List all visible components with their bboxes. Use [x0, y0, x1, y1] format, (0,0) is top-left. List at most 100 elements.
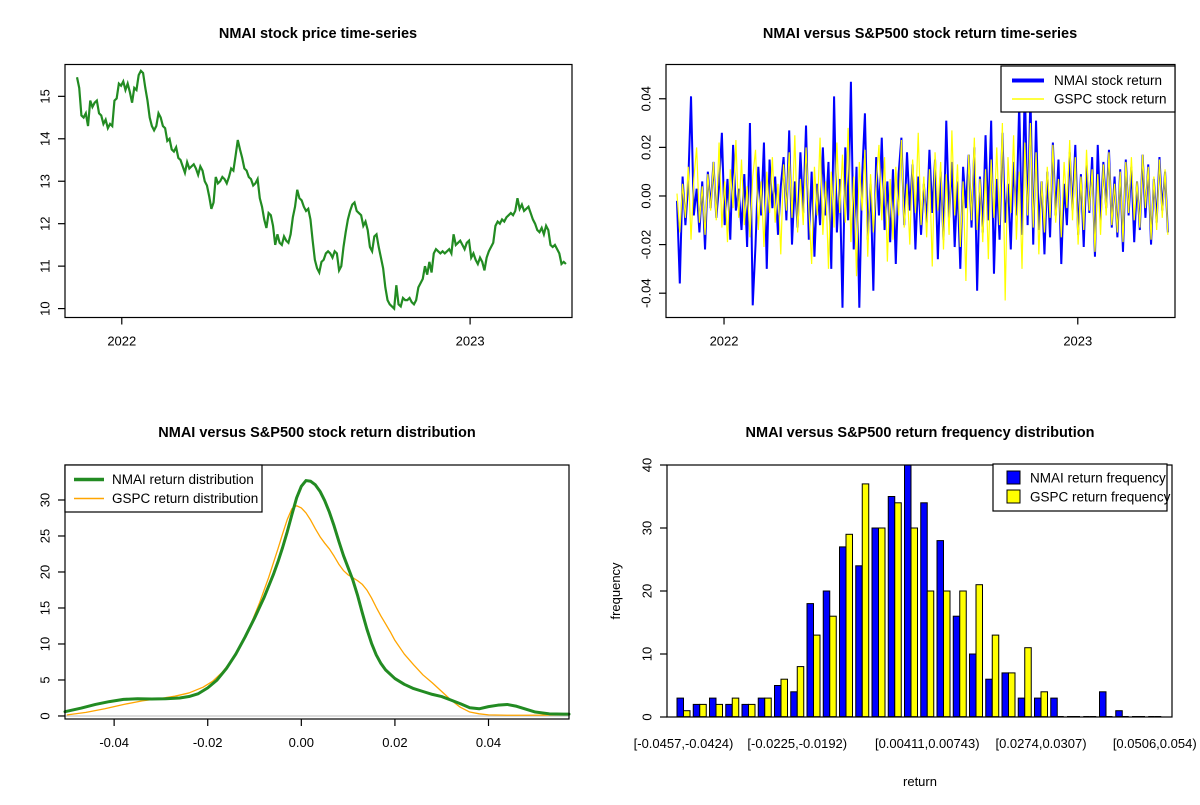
- legend-return-timeseries: NMAI stock return GSPC stock return: [1000, 65, 1176, 113]
- y-tick-label: 25: [38, 529, 53, 543]
- y-tick-label: 30: [38, 493, 53, 507]
- panel3-title: NMAI versus S&P500 stock return distribu…: [158, 425, 475, 441]
- bar-gspc-return-frequency: [813, 634, 821, 718]
- y-tick-label: -0.04: [639, 278, 654, 308]
- bar-nmai-return-frequency: [969, 653, 977, 718]
- bar-gspc-return-frequency: [1040, 691, 1048, 718]
- y-tick-label: 15: [38, 601, 53, 615]
- x-axis-label-return: return: [903, 774, 937, 789]
- bar-nmai-return-frequency: [936, 540, 944, 718]
- bar-nmai-return-frequency: [676, 697, 684, 718]
- x-tick-label: 0.04: [476, 735, 501, 750]
- legend-box: [1000, 65, 1176, 113]
- bar-gspc-return-frequency: [894, 502, 902, 718]
- legend-return-distribution: NMAI return distribution GSPC return dis…: [64, 464, 263, 513]
- bar-gspc-return-frequency: [910, 527, 918, 718]
- y-tick-label: 0.00: [639, 183, 654, 208]
- y-tick-label: 5: [38, 676, 53, 683]
- bar-nmai-return-frequency: [1034, 697, 1042, 718]
- bar-gspc-return-frequency: [861, 483, 870, 718]
- panel1-title: NMAI stock price time-series: [219, 26, 417, 42]
- legend-return-frequency: NMAI return frequency GSPC return freque…: [992, 463, 1171, 512]
- bar-nmai-return-frequency: [871, 527, 879, 718]
- y-axis-label-frequency: frequency: [608, 562, 623, 620]
- bar-gspc-return-frequency: [748, 703, 756, 718]
- bar-nmai-return-frequency: [757, 697, 766, 718]
- bar-nmai-return-frequency: [887, 496, 896, 718]
- series-gspc-return-distribution: [66, 505, 570, 716]
- y-tick-label: 0.02: [639, 135, 654, 160]
- x-tick-label: 0.02: [382, 735, 407, 750]
- bar-gspc-return-frequency: [829, 615, 837, 718]
- plot-box: [665, 63, 1176, 319]
- plot-box: [64, 464, 570, 720]
- y-tick-label: 11: [38, 259, 53, 273]
- bar-gspc-return-frequency: [1008, 672, 1016, 718]
- bar-gspc-return-frequency: [796, 666, 805, 718]
- y-tick-label: 0: [38, 712, 53, 719]
- bin-label: [0.0506,0.054): [1113, 736, 1197, 751]
- bar-nmai-return-frequency: [692, 703, 701, 718]
- bar-nmai-return-frequency: [1017, 697, 1026, 718]
- y-tick-label: 40: [640, 458, 655, 472]
- bar-nmai-return-frequency: [952, 615, 961, 718]
- x-tick-label: -0.04: [99, 735, 129, 750]
- legend-box-swatch-nmai-frequency: [1006, 470, 1021, 485]
- y-tick-label: 14: [38, 132, 53, 146]
- bar-nmai-return-frequency: [985, 678, 993, 718]
- bar-gspc-return-frequency: [878, 527, 886, 718]
- bar-gspc-return-frequency: [1024, 647, 1032, 718]
- panel4-title: NMAI versus S&P500 return frequency dist…: [746, 425, 1095, 441]
- legend-label-gspc-density: GSPC return distribution: [112, 491, 258, 506]
- x-tick-label: 2023: [456, 334, 485, 349]
- bar-gspc-return-frequency: [780, 678, 788, 718]
- bar-nmai-return-frequency: [920, 502, 928, 718]
- bin-label: [0.00411,0.00743): [875, 736, 980, 751]
- bar-nmai-return-frequency: [855, 565, 863, 718]
- legend-label-nmai-return: NMAI stock return: [1054, 73, 1162, 88]
- bin-label: [-0.0225,-0.0192): [747, 736, 847, 751]
- bin-label: [-0.0457,-0.0424): [634, 736, 734, 751]
- y-tick-label: 10: [38, 637, 53, 651]
- y-tick-label: 15: [38, 89, 53, 103]
- bar-gspc-return-frequency: [683, 710, 691, 718]
- bar-gspc-return-frequency: [991, 634, 1000, 718]
- y-tick-label: 20: [640, 584, 655, 598]
- bar-nmai-return-frequency: [1050, 697, 1058, 718]
- plot-box: [64, 63, 573, 319]
- chart-render-root: 10 11 12 13 14 15 2022 2023 -0.04 -0.02 0.00 0.02 0.…: [38, 63, 1197, 751]
- y-tick-label: 13: [38, 174, 53, 188]
- y-tick-label: 30: [640, 521, 655, 535]
- bar-nmai-return-frequency: [806, 603, 814, 718]
- panel2-title: NMAI versus S&P500 stock return time-ser…: [763, 26, 1077, 42]
- y-tick-label: 0.04: [639, 86, 654, 111]
- bar-nmai-return-frequency: [741, 703, 749, 718]
- bar-nmai-return-frequency: [709, 697, 717, 718]
- y-tick-label: -0.02: [639, 230, 654, 260]
- bar-nmai-return-frequency: [822, 590, 831, 718]
- y-tick-label: 10: [38, 301, 53, 315]
- x-tick-label: 0.00: [289, 735, 314, 750]
- bar-gspc-return-frequency: [699, 703, 707, 718]
- bar-nmai-return-frequency: [1099, 691, 1107, 718]
- panel-2: -0.04 -0.02 0.00 0.02 0.04 2022 2023: [639, 63, 1176, 349]
- panel-3: 0 5 10 15 20 25 30 -0.04 -0.02 0.00 0.02 0.04: [38, 464, 571, 750]
- bar-gspc-return-frequency: [943, 590, 951, 718]
- y-tick-label: 10: [640, 647, 655, 661]
- bar-gspc-return-frequency: [764, 697, 772, 718]
- bar-gspc-return-frequency: [959, 590, 967, 718]
- bar-gspc-return-frequency: [926, 590, 935, 718]
- series-nmai-stock-price: [75, 69, 567, 311]
- bar-nmai-return-frequency: [725, 703, 733, 718]
- bar-gspc-return-frequency: [731, 697, 740, 718]
- legend-label-nmai-density: NMAI return distribution: [112, 472, 254, 487]
- x-tick-label: -0.02: [193, 735, 223, 750]
- legend-label-gspc-frequency: GSPC return frequency: [1030, 490, 1171, 505]
- bar-gspc-return-frequency: [975, 584, 983, 718]
- bin-label: [0.0274,0.0307): [995, 736, 1086, 751]
- series-gspc-stock-return: [676, 123, 1169, 301]
- y-tick-label: 0: [640, 713, 655, 720]
- legend-box: [64, 464, 263, 513]
